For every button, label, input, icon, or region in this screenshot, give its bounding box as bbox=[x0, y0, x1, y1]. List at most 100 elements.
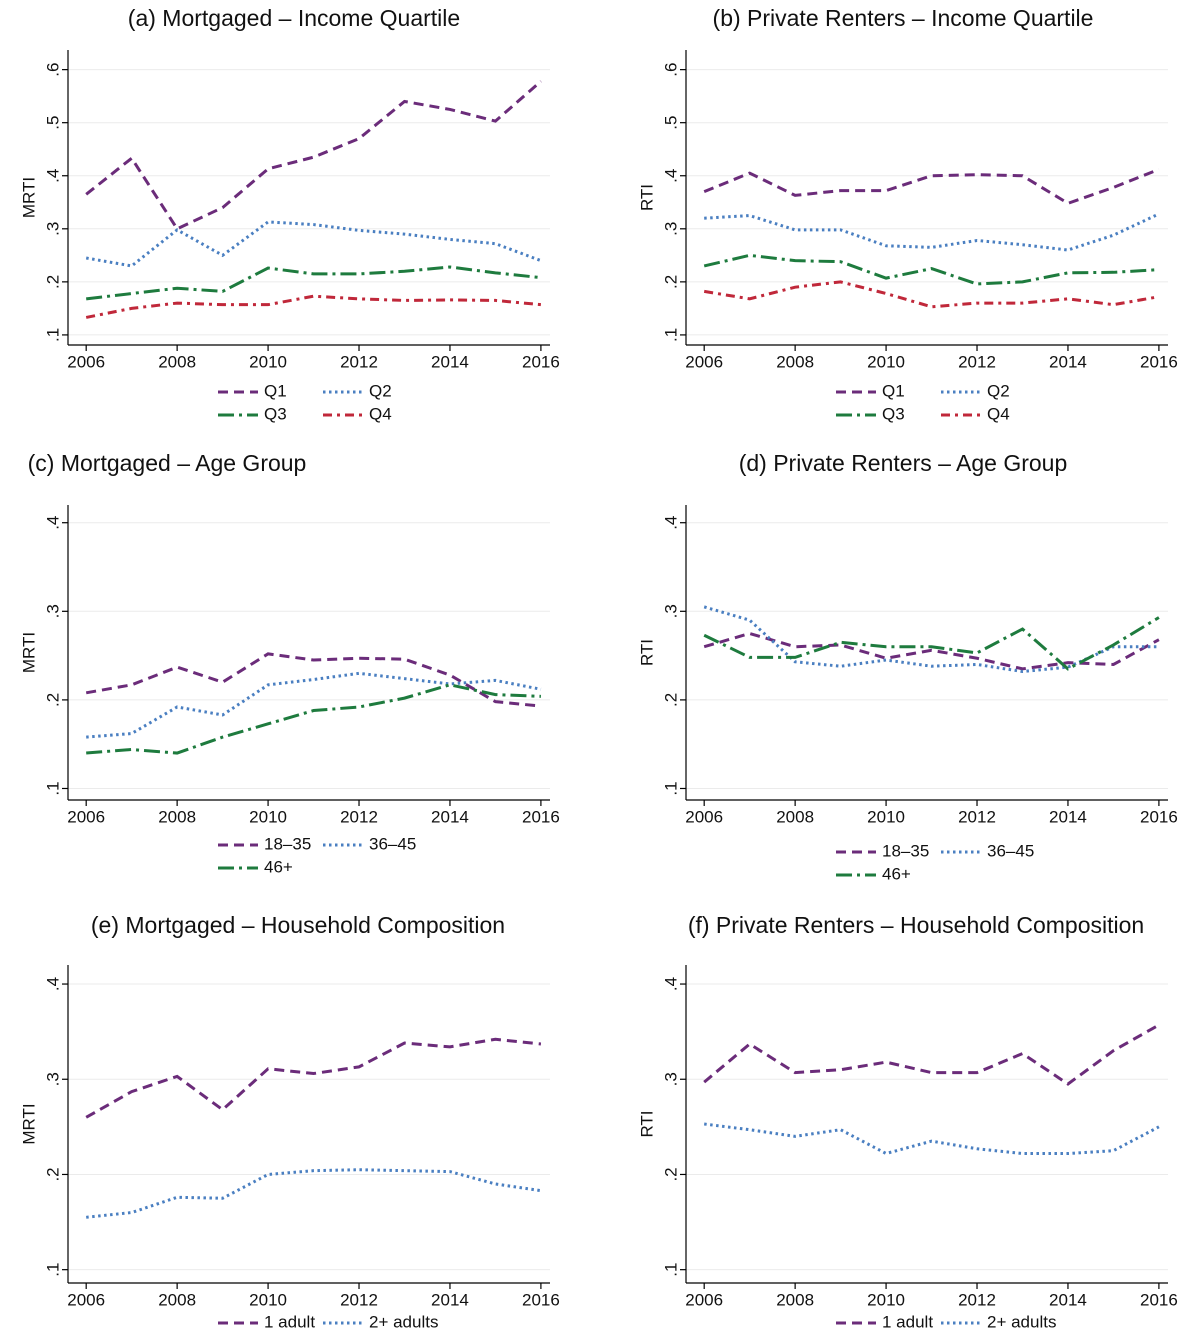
legend-label: 46+ bbox=[882, 864, 911, 883]
legend-label: 18–35 bbox=[264, 834, 311, 853]
x-tick-label: 2006 bbox=[685, 807, 723, 826]
y-tick-label: .4 bbox=[43, 516, 62, 530]
y-tick-label: .3 bbox=[43, 604, 62, 618]
x-tick-label: 2010 bbox=[249, 807, 287, 826]
x-tick-label: 2014 bbox=[1049, 807, 1087, 826]
legend-label: Q1 bbox=[882, 381, 905, 400]
x-tick-label: 2010 bbox=[867, 1290, 905, 1309]
y-tick-label: .2 bbox=[43, 275, 62, 289]
y-axis-label: MRTI bbox=[19, 177, 38, 218]
legend-label: 18–35 bbox=[882, 841, 929, 860]
x-tick-label: 2006 bbox=[67, 352, 105, 371]
x-tick-label: 2014 bbox=[431, 352, 469, 371]
y-tick-label: .5 bbox=[661, 116, 680, 130]
y-tick-label: .4 bbox=[661, 977, 680, 991]
series-line bbox=[86, 683, 541, 755]
y-tick-label: .3 bbox=[661, 1072, 680, 1086]
y-tick-label: .6 bbox=[661, 63, 680, 77]
series-line bbox=[704, 1122, 1160, 1156]
legend-label: 1 adult bbox=[264, 1312, 315, 1331]
series-line bbox=[703, 167, 1160, 205]
x-tick-label: 2008 bbox=[158, 807, 196, 826]
series-line bbox=[703, 605, 1159, 674]
y-tick-label: .1 bbox=[661, 781, 680, 795]
y-tick-label: .1 bbox=[43, 1263, 62, 1277]
x-tick-label: 2010 bbox=[867, 352, 905, 371]
x-tick-label: 2008 bbox=[776, 1290, 814, 1309]
x-tick-label: 2006 bbox=[67, 1290, 105, 1309]
x-tick-label: 2014 bbox=[1049, 1290, 1087, 1309]
x-tick-label: 2006 bbox=[685, 1290, 723, 1309]
x-tick-label: 2014 bbox=[431, 1290, 469, 1309]
series-line bbox=[85, 80, 542, 231]
x-tick-label: 2012 bbox=[958, 1290, 996, 1309]
series-line bbox=[703, 616, 1160, 671]
y-tick-label: .3 bbox=[43, 1072, 62, 1086]
legend-label: 46+ bbox=[264, 857, 293, 876]
x-tick-label: 2016 bbox=[1140, 1290, 1178, 1309]
legend-label: Q1 bbox=[264, 381, 287, 400]
legend-label: Q4 bbox=[369, 404, 392, 423]
y-tick-label: .1 bbox=[43, 781, 62, 795]
legend-label: Q3 bbox=[264, 404, 287, 423]
x-tick-label: 2008 bbox=[776, 807, 814, 826]
x-tick-label: 2016 bbox=[1140, 807, 1178, 826]
y-axis-label: MRTI bbox=[19, 1103, 38, 1144]
legend-label: 2+ adults bbox=[369, 1312, 438, 1331]
y-tick-label: .5 bbox=[43, 116, 62, 130]
y-axis-label: MRTI bbox=[19, 632, 38, 673]
legend-label: 2+ adults bbox=[987, 1312, 1056, 1331]
y-tick-label: .2 bbox=[661, 693, 680, 707]
y-axis-label: RTI bbox=[637, 639, 656, 666]
series-line bbox=[86, 1168, 542, 1219]
x-tick-label: 2010 bbox=[249, 1290, 287, 1309]
x-tick-label: 2012 bbox=[958, 352, 996, 371]
x-tick-label: 2008 bbox=[158, 352, 196, 371]
chart-title: (b) Private Renters – Income Quartile bbox=[713, 5, 1094, 31]
x-tick-label: 2012 bbox=[340, 1290, 378, 1309]
series-line bbox=[703, 631, 1160, 671]
y-tick-label: .1 bbox=[43, 328, 62, 342]
y-tick-label: .2 bbox=[43, 1167, 62, 1181]
series-line bbox=[85, 220, 542, 268]
chart-title: (e) Mortgaged – Household Composition bbox=[91, 912, 505, 938]
y-tick-label: .3 bbox=[661, 222, 680, 236]
y-tick-label: .2 bbox=[43, 693, 62, 707]
x-tick-label: 2016 bbox=[1140, 352, 1178, 371]
chart-title: (a) Mortgaged – Income Quartile bbox=[128, 5, 460, 31]
x-tick-label: 2010 bbox=[867, 807, 905, 826]
x-tick-label: 2012 bbox=[340, 352, 378, 371]
y-tick-label: .4 bbox=[661, 516, 680, 530]
x-tick-label: 2012 bbox=[958, 807, 996, 826]
legend-label: 36–45 bbox=[369, 834, 416, 853]
x-tick-label: 2016 bbox=[522, 807, 560, 826]
chart-title: (c) Mortgaged – Age Group bbox=[28, 450, 307, 476]
legend-label: Q4 bbox=[987, 404, 1010, 423]
legend-label: Q2 bbox=[987, 381, 1010, 400]
x-tick-label: 2006 bbox=[67, 807, 105, 826]
y-axis-label: RTI bbox=[637, 184, 656, 211]
x-tick-label: 2008 bbox=[776, 352, 814, 371]
x-tick-label: 2016 bbox=[522, 1290, 560, 1309]
legend-label: 36–45 bbox=[987, 841, 1034, 860]
series-line bbox=[704, 212, 1160, 252]
y-axis-label: RTI bbox=[637, 1110, 656, 1137]
y-tick-label: .3 bbox=[661, 604, 680, 618]
series-line bbox=[86, 671, 542, 739]
series-line bbox=[703, 280, 1160, 309]
x-tick-label: 2006 bbox=[685, 352, 723, 371]
x-tick-label: 2008 bbox=[158, 1290, 196, 1309]
y-tick-label: .1 bbox=[661, 1263, 680, 1277]
legend-label: Q2 bbox=[369, 381, 392, 400]
series-line bbox=[85, 294, 542, 319]
y-tick-label: .2 bbox=[661, 275, 680, 289]
y-tick-label: .1 bbox=[661, 328, 680, 342]
x-tick-label: 2014 bbox=[1049, 352, 1087, 371]
x-tick-label: 2012 bbox=[340, 807, 378, 826]
chart-title: (f) Private Renters – Household Composit… bbox=[688, 912, 1144, 938]
y-tick-label: .3 bbox=[43, 222, 62, 236]
x-tick-label: 2016 bbox=[522, 352, 560, 371]
x-tick-label: 2014 bbox=[431, 807, 469, 826]
y-tick-label: .4 bbox=[43, 169, 62, 183]
